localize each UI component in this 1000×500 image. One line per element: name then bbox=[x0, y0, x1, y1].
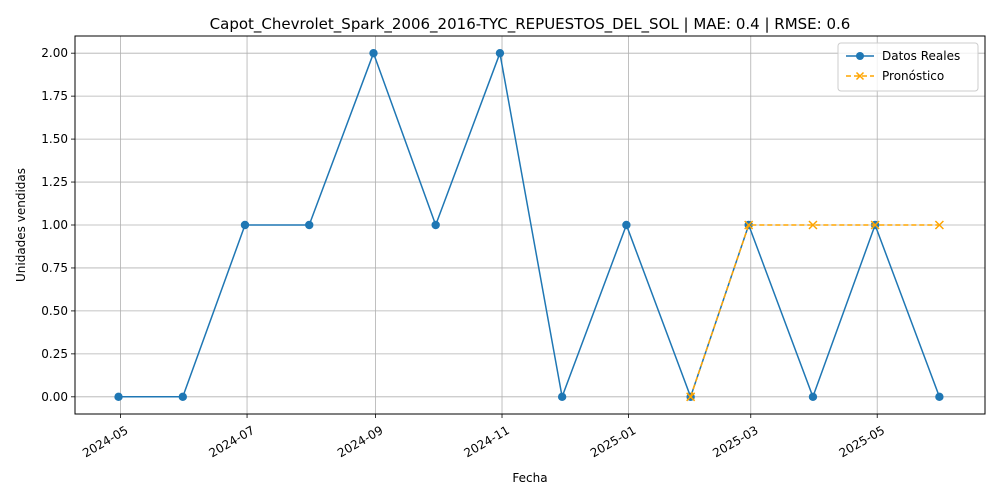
data-point-forecast bbox=[686, 392, 696, 402]
y-tick-label: 0.50 bbox=[41, 304, 68, 318]
legend-box bbox=[837, 42, 979, 92]
data-point-forecast bbox=[744, 220, 754, 230]
y-tick-label: 1.75 bbox=[41, 89, 68, 103]
y-axis-label: Unidades vendidas bbox=[14, 168, 28, 282]
data-point-real bbox=[431, 220, 440, 230]
legend-marker-forecast bbox=[855, 71, 865, 81]
y-tick-label: 0.25 bbox=[41, 347, 68, 361]
data-point-real bbox=[808, 392, 818, 402]
data-point-real bbox=[240, 220, 250, 230]
legend-label-forecast: Pronóstico bbox=[882, 69, 944, 83]
data-point-real bbox=[495, 48, 505, 58]
legend-marker-real bbox=[856, 52, 864, 60]
y-tick-label: 1.00 bbox=[41, 218, 68, 232]
y-tick-label: 1.25 bbox=[41, 175, 68, 189]
legend: Datos Reales Pronóstico bbox=[837, 42, 979, 92]
data-point-real bbox=[305, 220, 314, 230]
y-tick-label: 0.75 bbox=[41, 261, 68, 275]
grid bbox=[75, 36, 985, 414]
legend-label-real: Datos Reales bbox=[882, 49, 960, 63]
data-point-forecast bbox=[870, 220, 880, 230]
series-line-forecast bbox=[689, 224, 940, 398]
data-point-forecast bbox=[808, 220, 818, 230]
data-point-real bbox=[369, 48, 378, 58]
data-point-real bbox=[935, 392, 944, 402]
data-point-real bbox=[178, 392, 187, 402]
data-point-real bbox=[622, 220, 631, 230]
y-tick-label: 0.00 bbox=[41, 390, 68, 404]
series-layer bbox=[114, 48, 944, 402]
series-line-real bbox=[118, 52, 941, 398]
data-point-real bbox=[114, 392, 123, 402]
data-point-forecast bbox=[934, 220, 944, 230]
data-point-real bbox=[557, 392, 567, 402]
y-tick-label: 2.00 bbox=[41, 46, 68, 60]
x-axis-label: Fecha bbox=[512, 471, 547, 485]
chart-title: Capot_Chevrolet_Spark_2006_2016-TYC_REPU… bbox=[210, 15, 851, 34]
y-tick-label: 1.50 bbox=[41, 132, 68, 146]
